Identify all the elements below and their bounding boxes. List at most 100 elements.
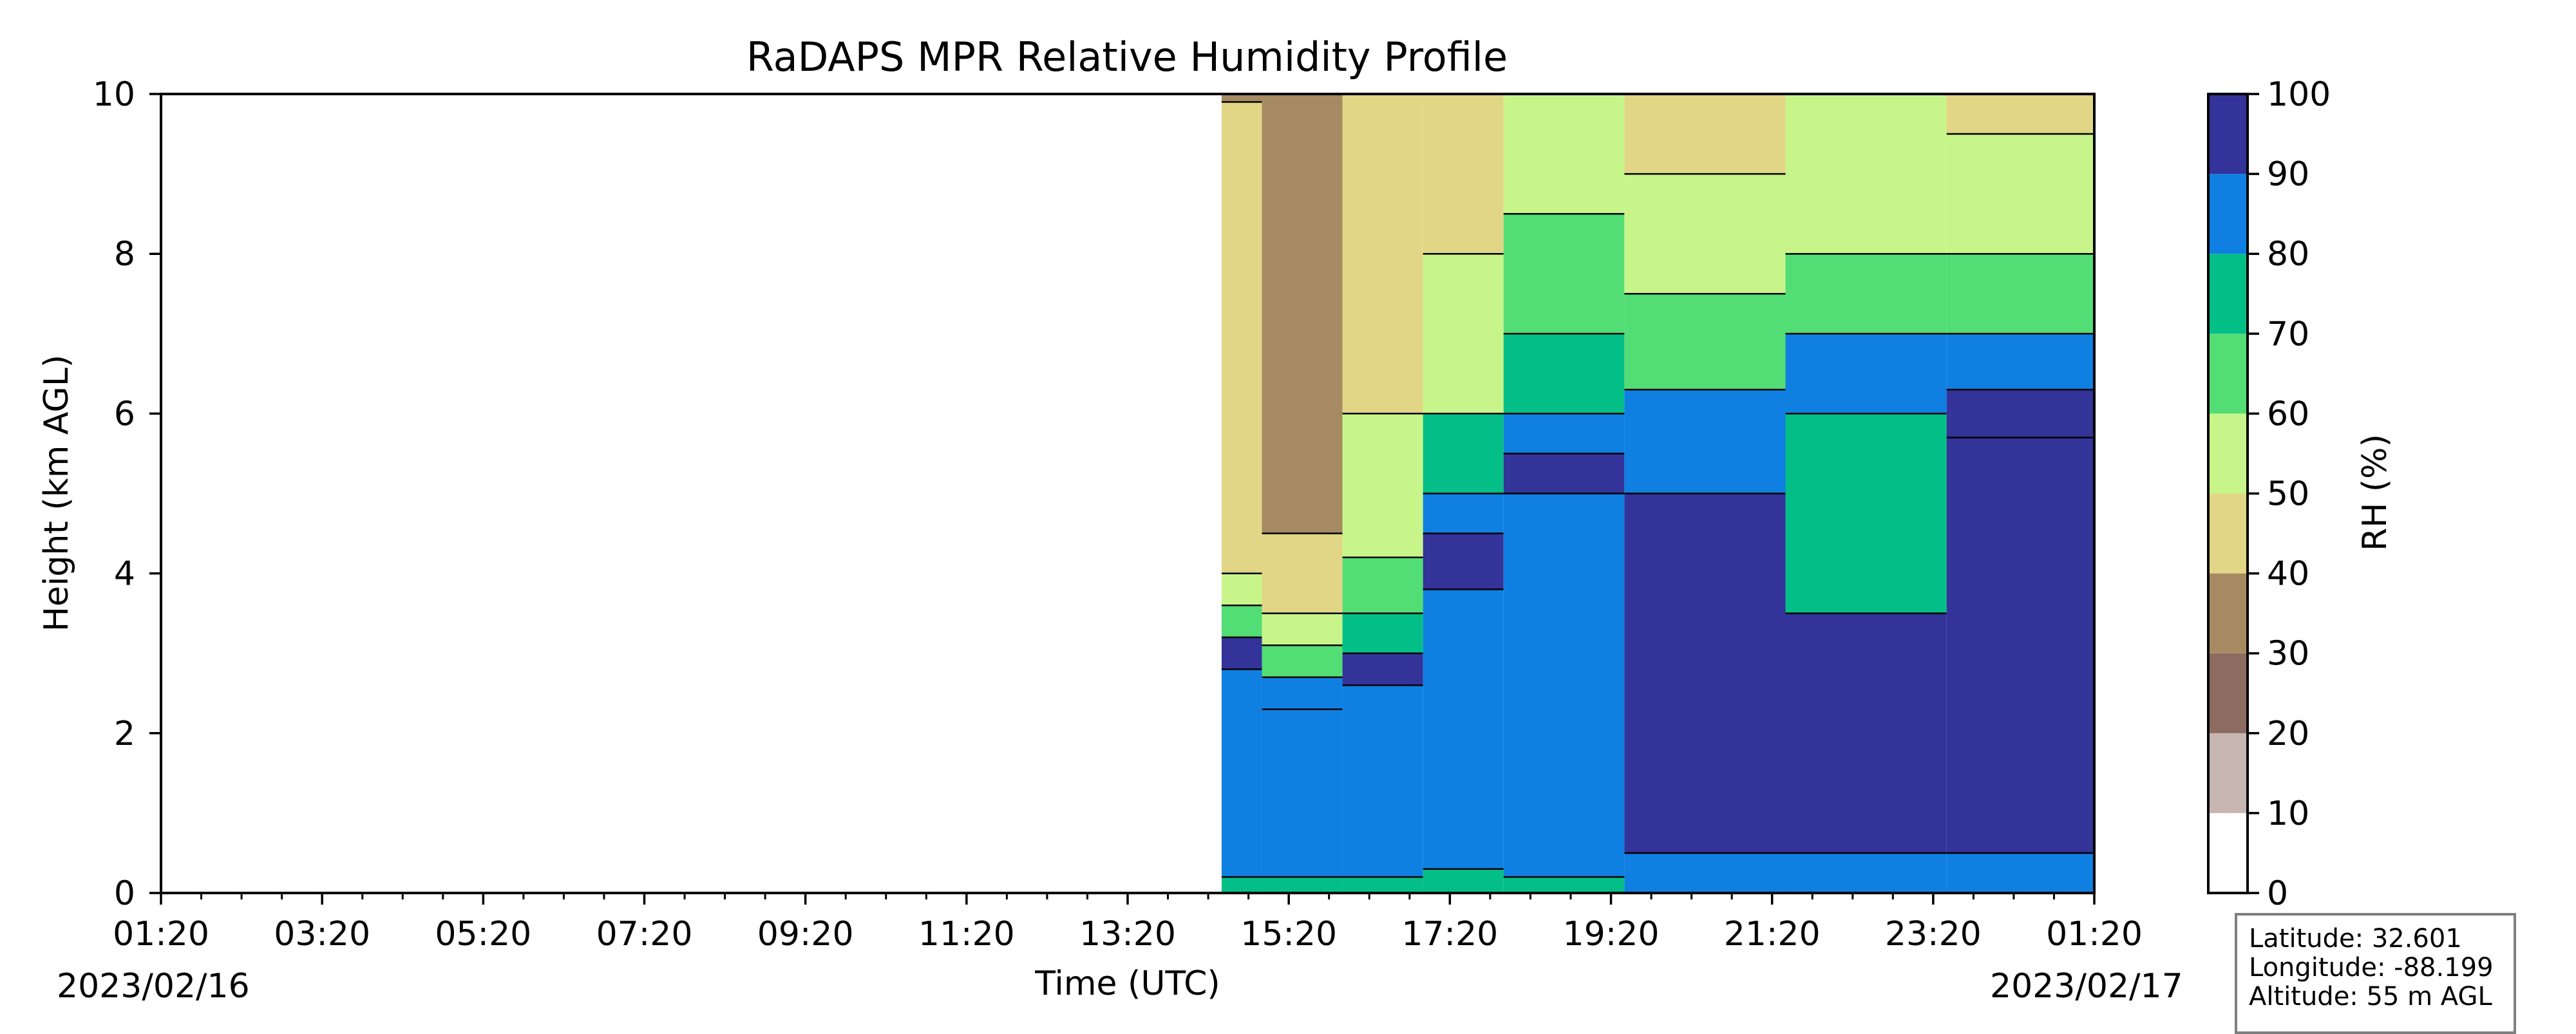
colorbar: 0 10 20 30 40 50 60 70 80 90 100 [2207,75,2331,913]
x-tick-label: 03:20 [274,915,370,954]
colorbar-tick-label: 100 [2267,75,2331,114]
rh-band [1503,493,1625,878]
colorbar-swatch [2208,94,2248,174]
rh-band [1262,613,1343,646]
x-tick-label: 09:20 [757,915,854,954]
rh-band [1503,94,1625,214]
y-axis-label: Height (km AGL) [37,355,76,632]
y-axis: 0 2 4 6 8 10 [93,75,161,913]
rh-band [1342,877,1423,893]
colorbar-tick-label: 20 [2267,715,2309,753]
x-tick-label: 05:20 [435,915,531,954]
rh-band [1785,254,1947,334]
rh-band [1624,174,1786,294]
rh-band [1423,589,1504,869]
rh-band [1785,613,1947,853]
colorbar-tick-label: 0 [2267,874,2288,913]
rh-band [1785,94,1947,254]
x-axis-label: Time (UTC) [1034,964,1220,1003]
x-tick-label: 19:20 [1563,915,1660,954]
x-tick-label: 01:20 [2046,915,2143,954]
rh-band [1221,573,1262,606]
rh-band [1624,493,1786,853]
rh-band [1785,413,1947,614]
station-info-box: Latitude: 32.601 Longitude: -88.199 Alti… [2235,913,2516,1034]
colorbar-tick-label: 70 [2267,315,2309,353]
rh-band [1342,557,1423,614]
altitude-text: Altitude: 55 m AGL [2249,982,2492,1011]
rh-band [1624,294,1786,390]
rh-band [1423,413,1504,494]
colorbar-label: RH (%) [2356,434,2394,551]
rh-band [1785,334,1947,414]
colorbar-tick-label: 90 [2267,155,2309,194]
rh-band [1946,390,2094,438]
colorbar-tick-label: 10 [2267,794,2309,833]
rh-band [1503,453,1625,494]
plot-area [160,93,2096,894]
rh-band [1624,852,1786,893]
rh-band [1342,94,1423,414]
x-tick-label: 23:20 [1885,915,1982,954]
rh-band [1342,613,1423,653]
rh-band [1423,94,1504,254]
rh-band [1342,413,1423,558]
rh-band [1946,437,2094,853]
rh-band [1423,533,1504,590]
colorbar-tick-label: 40 [2267,555,2309,594]
rh-band [1262,94,1343,534]
rh-band [1503,877,1625,893]
colorbar-swatch [2208,174,2248,254]
rh-band [1262,709,1343,878]
colorbar-swatch [2208,813,2248,893]
y-tick-label: 6 [114,395,135,433]
y-tick-label: 0 [114,874,135,913]
y-tick-label: 4 [114,555,135,594]
latitude-text: Latitude: 32.601 [2249,924,2462,954]
rh-band [1503,413,1625,454]
rh-band [1262,677,1343,710]
x-tick-label: 01:20 [113,915,209,954]
rh-band [1624,94,1786,174]
rh-band [1221,102,1262,574]
rh-band [1946,852,2094,893]
rh-band [1221,877,1262,893]
rh-band [1221,637,1262,670]
rh-band [1221,605,1262,637]
colorbar-swatch [2208,254,2248,334]
x-tick-label: 21:20 [1724,915,1821,954]
rh-band [1423,493,1504,534]
rh-band [1342,653,1423,686]
colorbar-tick-label: 50 [2267,475,2309,514]
x-tick-label: 15:20 [1240,915,1337,954]
y-tick-label: 10 [93,75,135,114]
y-tick-label: 8 [114,235,135,274]
colorbar-swatch [2208,493,2248,574]
rh-band [1221,94,1262,102]
rh-band [1262,877,1343,893]
colorbar-swatch [2208,334,2248,414]
rh-band [1503,214,1625,334]
rh-band [1423,254,1504,414]
start-date-label: 2023/02/16 [57,967,250,1006]
rh-band [1946,334,2094,390]
rh-band [1423,869,1504,893]
end-date-label: 2023/02/17 [1990,967,2183,1006]
colorbar-swatch [2208,653,2248,733]
rh-band [1946,134,2094,254]
x-tick-label: 07:20 [596,915,693,954]
colorbar-swatch [2208,733,2248,813]
rh-band [1946,254,2094,334]
chart-title: RaDAPS MPR Relative Humidity Profile [746,33,1508,80]
colorbar-swatch [2208,573,2248,653]
rh-band [1624,390,1786,494]
colorbar-tick-label: 80 [2267,235,2309,274]
colorbar-tick-label: 30 [2267,635,2309,673]
x-tick-label: 11:20 [918,915,1015,954]
rh-band [1785,852,1947,893]
rh-band [1342,685,1423,878]
rh-band [1262,533,1343,614]
x-axis: 01:20 03:20 05:20 07:20 09:20 11:20 13:20 15:20… [113,893,2143,954]
